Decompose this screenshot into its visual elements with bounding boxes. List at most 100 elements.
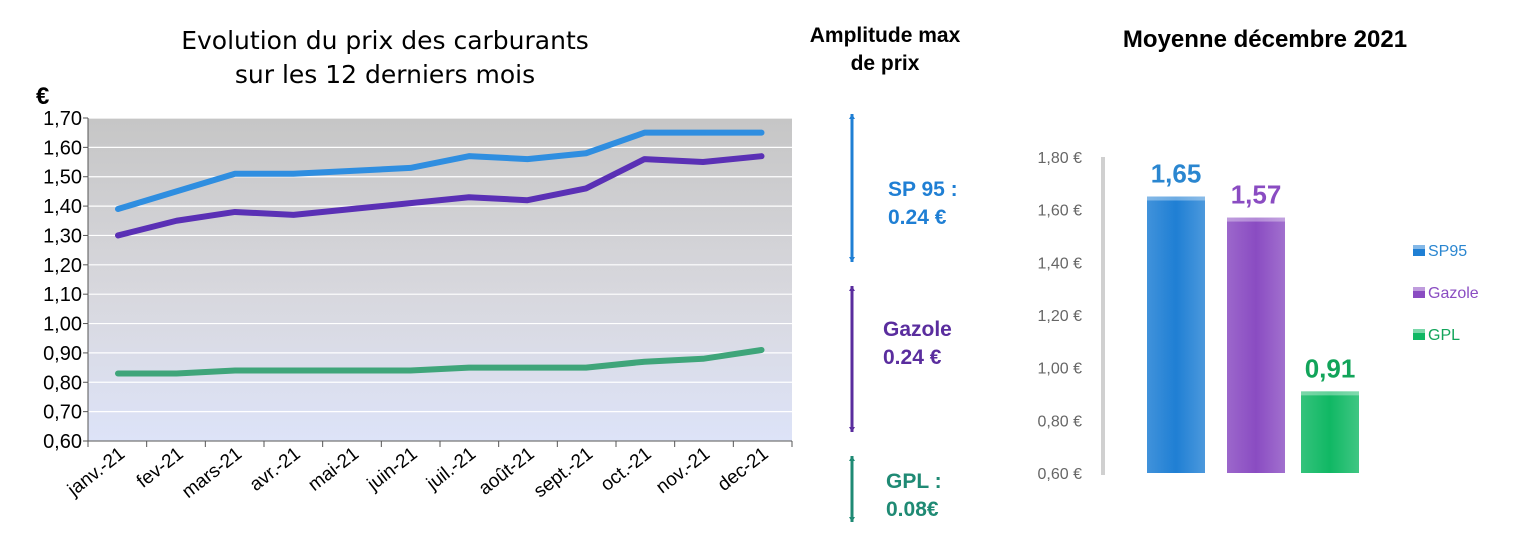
data-point (349, 168, 355, 174)
bar-data-label: 0,91 (1305, 353, 1356, 383)
bar-y-tick-label: 1,00 € (1038, 361, 1083, 378)
amplitude-markers (849, 114, 855, 522)
bar-highlight (1227, 217, 1285, 222)
x-tick-label: mai-21 (304, 443, 363, 495)
amplitude-gpl-value: 0.08€ (886, 498, 939, 521)
data-point (115, 370, 121, 376)
data-point (232, 171, 238, 177)
legend-swatch-highlight (1413, 245, 1425, 249)
data-point (583, 150, 589, 156)
data-point (408, 165, 413, 171)
data-point (759, 130, 764, 136)
amplitude-gpl: GPL : 0.08€ (886, 468, 942, 524)
data-point (466, 153, 472, 159)
amplitude-gpl-name: GPL : (886, 470, 942, 493)
legend-swatch (1413, 329, 1425, 340)
data-point (349, 368, 355, 374)
legend-swatch-highlight (1413, 329, 1425, 333)
data-point (642, 156, 647, 162)
data-point (232, 209, 238, 215)
legend-swatch-highlight (1413, 287, 1425, 291)
amplitude-arrow-up (849, 114, 855, 119)
x-tick-label: juin-21 (363, 443, 422, 495)
amplitude-sp95-value: 0.24 € (888, 206, 947, 229)
data-point (174, 218, 179, 224)
data-point (115, 206, 121, 212)
bar-chart: 0,60 € 0,80 € 1,00 € 1,20 € 1,40 € 1,60 € 1,80… (1038, 150, 1479, 483)
bar-y-tick-label: 1,20 € (1038, 308, 1083, 325)
data-point (115, 232, 121, 238)
x-tick-label: dec-21 (714, 443, 773, 495)
y-tick-label: 1,30 (43, 225, 82, 247)
legend-swatch (1413, 245, 1425, 256)
amplitude-arrow-down (849, 257, 855, 262)
legend-swatch (1413, 287, 1425, 298)
y-tick-label: 1,00 (43, 314, 82, 336)
x-tick-label: nov.-21 (652, 443, 714, 498)
bar-data-label: 1,65 (1151, 159, 1202, 189)
bar-chart-title: Moyenne décembre 2021 (1122, 26, 1408, 53)
data-point (759, 153, 764, 159)
y-tick-label: 0,90 (43, 343, 82, 365)
data-point (525, 156, 530, 162)
amplitude-title-line-2: de prix (850, 52, 920, 75)
bar-y-tick-label: 0,80 € (1038, 413, 1083, 430)
y-tick-label: 0,70 (43, 402, 82, 424)
y-tick-label: 1,20 (43, 255, 82, 277)
data-point (408, 200, 413, 206)
plot-area (88, 118, 792, 441)
data-point (583, 365, 589, 371)
bar-y-tick-label: 1,80 € (1038, 150, 1083, 167)
bar (1227, 217, 1285, 473)
y-tick-label: 1,10 (43, 284, 82, 306)
legend-label: GPL (1428, 327, 1460, 344)
bar-highlight (1147, 196, 1205, 201)
data-point (291, 171, 296, 177)
amplitude-arrow-down (849, 427, 855, 432)
data-point (466, 194, 472, 200)
y-tick-label: 1,70 (43, 108, 82, 130)
x-tick-label: juil.-21 (422, 443, 480, 495)
bar-data-label: 1,57 (1231, 180, 1282, 210)
amplitude-gazole-name: Gazole (883, 318, 952, 341)
data-point (466, 365, 472, 371)
data-point (525, 365, 530, 371)
y-axis-label: € (36, 83, 49, 110)
y-tick-label: 1,50 (43, 167, 82, 189)
data-point (408, 368, 413, 374)
y-tick-label: 0,80 (43, 372, 82, 394)
bar-y-tick-label: 1,60 € (1038, 203, 1083, 220)
data-point (232, 368, 238, 374)
line-chart: 0,60 0,70 0,80 0,90 1,00 1,10 1,20 1,30 1,40 1,50… (36, 83, 793, 503)
amplitude-arrow-down (849, 517, 855, 522)
amplitude-arrow-up (849, 286, 855, 291)
line-chart-title-line-2: sur les 12 derniers mois (234, 60, 536, 89)
x-tick-label: mars-21 (178, 443, 246, 502)
bar (1147, 196, 1205, 473)
data-point (525, 197, 530, 203)
amplitude-gazole: Gazole 0.24 € (883, 316, 952, 372)
data-point (759, 347, 764, 353)
amplitude-arrow-up (849, 456, 855, 461)
data-point (349, 206, 355, 212)
y-tick-label: 0,60 (43, 431, 82, 453)
x-tick-label: avr.-21 (246, 443, 305, 495)
bar-y-tick-label: 1,40 € (1038, 255, 1083, 272)
data-point (642, 130, 647, 136)
x-tick-label: sept.-21 (530, 443, 597, 502)
amplitude-title: Amplitude max de prix (770, 22, 1000, 78)
y-tick-label: 1,40 (43, 196, 82, 218)
data-point (583, 185, 589, 191)
bar (1301, 391, 1359, 473)
bar-y-tick-label: 0,60 € (1038, 466, 1083, 483)
data-point (700, 356, 706, 362)
legend-label: SP95 (1428, 243, 1467, 260)
legend-label: Gazole (1428, 285, 1479, 302)
amplitude-title-line-1: Amplitude max (809, 24, 961, 47)
x-tick-label: oct.-21 (597, 443, 656, 495)
series-line (115, 346, 765, 377)
amplitude-sp95: SP 95 : 0.24 € (888, 176, 958, 232)
series-line (115, 153, 765, 239)
bar-highlight (1301, 391, 1359, 396)
data-point (700, 159, 706, 165)
